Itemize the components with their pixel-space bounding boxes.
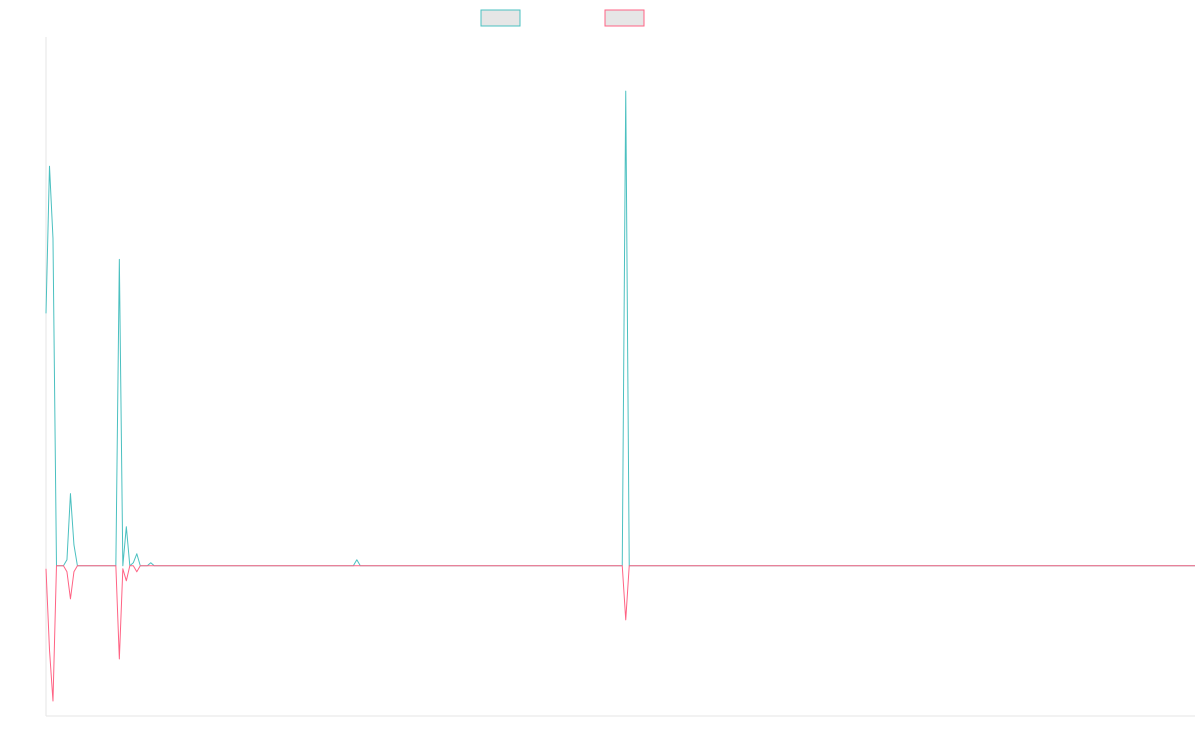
legend (480, 9, 645, 27)
series-layer (45, 90, 1195, 702)
series-line-2 (45, 565, 1195, 702)
series-line-1 (45, 90, 1195, 567)
legend-swatch-1 (480, 9, 521, 27)
legend-swatch-2 (604, 9, 645, 27)
axes (45, 37, 1195, 717)
